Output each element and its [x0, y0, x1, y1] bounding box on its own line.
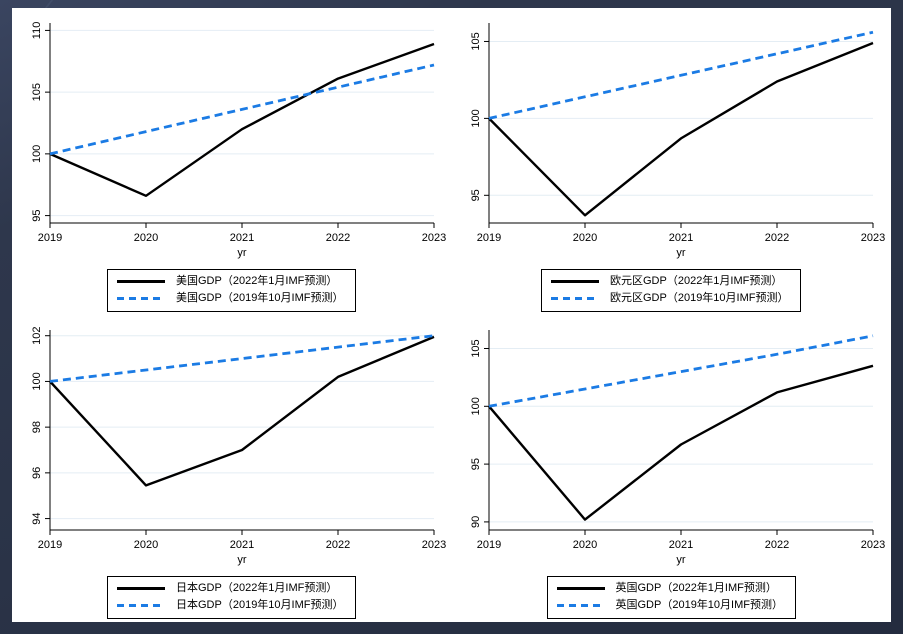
svg-text:2020: 2020 [134, 232, 158, 244]
svg-text:95: 95 [470, 458, 482, 470]
svg-text:98: 98 [31, 421, 43, 433]
legend-label: 日本GDP（2019年10月IMF预测） [176, 599, 344, 611]
svg-text:100: 100 [31, 372, 43, 390]
svg-text:95: 95 [470, 189, 482, 201]
svg-text:105: 105 [470, 339, 482, 357]
svg-text:2020: 2020 [573, 232, 597, 244]
chart-cell-uk-gdp: 90 95 100 105 2019 2020 2021 2022 2023 yr 英国GDP（2… [452, 315, 892, 622]
uk-gdp-line-chart: 90 95 100 105 2019 2020 2021 2022 2023 yr [470, 330, 885, 566]
svg-text:2022: 2022 [326, 539, 350, 551]
legend-dashed-line-sample [117, 297, 165, 300]
legend-uk: 英国GDP（2022年1月IMF预测） 英国GDP（2019年10月IMF预测） [546, 576, 796, 619]
legend-label: 欧元区GDP（2022年1月IMF预测） [610, 275, 783, 287]
legend-dashed-line-sample [551, 297, 599, 300]
svg-text:2023: 2023 [861, 539, 885, 551]
svg-text:yr: yr [677, 554, 687, 566]
legend-row: 美国GDP（2019年10月IMF预测） [117, 292, 343, 305]
svg-text:2021: 2021 [230, 539, 254, 551]
svg-text:2021: 2021 [669, 539, 693, 551]
legend-label: 英国GDP（2022年1月IMF预测） [615, 582, 777, 594]
svg-text:100: 100 [470, 109, 482, 127]
svg-text:2019: 2019 [477, 232, 501, 244]
eurozone-gdp-line-chart: 95 100 105 2019 2020 2021 2022 2023 yr [470, 23, 885, 259]
legend-dashed-line-sample [556, 604, 605, 607]
svg-text:2020: 2020 [573, 539, 597, 551]
svg-text:2023: 2023 [422, 539, 446, 551]
legend-solid-line-sample [556, 587, 605, 590]
legend-row: 英国GDP（2019年10月IMF预测） [556, 599, 783, 612]
legend-label: 英国GDP（2019年10月IMF预测） [615, 599, 783, 611]
legend-row: 欧元区GDP（2022年1月IMF预测） [551, 275, 788, 288]
svg-text:2019: 2019 [38, 539, 62, 551]
svg-text:105: 105 [470, 32, 482, 50]
svg-text:2019: 2019 [477, 539, 501, 551]
svg-text:94: 94 [31, 512, 43, 524]
svg-text:100: 100 [470, 397, 482, 415]
svg-text:2021: 2021 [230, 232, 254, 244]
legend-dashed-line-sample [117, 604, 165, 607]
svg-text:2022: 2022 [326, 232, 350, 244]
legend-label: 美国GDP（2022年1月IMF预测） [176, 275, 338, 287]
svg-text:2022: 2022 [765, 232, 789, 244]
japan-gdp-line-chart: 94 96 98 100 102 2019 2020 2021 2022 2023 yr [31, 327, 446, 566]
svg-text:2020: 2020 [134, 539, 158, 551]
svg-text:2021: 2021 [669, 232, 693, 244]
svg-text:yr: yr [237, 554, 247, 566]
legend-solid-line-sample [117, 280, 165, 283]
legend-row: 美国GDP（2022年1月IMF预测） [117, 275, 343, 288]
legend-solid-line-sample [117, 587, 165, 590]
svg-text:95: 95 [31, 209, 43, 221]
legend-solid-line-sample [551, 280, 599, 283]
legend-row: 欧元区GDP（2019年10月IMF预测） [551, 292, 788, 305]
legend-row: 英国GDP（2022年1月IMF预测） [556, 582, 783, 595]
svg-text:yr: yr [677, 247, 687, 259]
legend-label: 欧元区GDP（2019年10月IMF预测） [610, 292, 789, 304]
chart-cell-us-gdp: 95 100 105 110 2019 2020 2021 2022 2023 yr 美国GDP（… [12, 8, 452, 315]
svg-text:96: 96 [31, 467, 43, 479]
svg-text:105: 105 [31, 83, 43, 101]
chart-canvas: 95 100 105 110 2019 2020 2021 2022 2023 yr 美国GDP（… [12, 8, 891, 622]
svg-text:110: 110 [31, 22, 43, 40]
chart-cell-japan-gdp: 94 96 98 100 102 2019 2020 2021 2022 2023 yr 日本GDP… [12, 315, 452, 622]
legend-eurozone: 欧元区GDP（2022年1月IMF预测） 欧元区GDP（2019年10月IMF预… [541, 269, 802, 312]
legend-row: 日本GDP（2022年1月IMF预测） [117, 582, 343, 595]
legend-label: 日本GDP（2022年1月IMF预测） [176, 582, 338, 594]
legend-row: 日本GDP（2019年10月IMF预测） [117, 599, 343, 612]
svg-text:2023: 2023 [861, 232, 885, 244]
svg-text:100: 100 [31, 145, 43, 163]
legend-label: 美国GDP（2019年10月IMF预测） [176, 292, 344, 304]
svg-text:2022: 2022 [765, 539, 789, 551]
svg-text:yr: yr [237, 247, 247, 259]
svg-text:2023: 2023 [422, 232, 446, 244]
chart-cell-eurozone-gdp: 95 100 105 2019 2020 2021 2022 2023 yr 欧元区GDP（20… [452, 8, 892, 315]
svg-text:90: 90 [470, 516, 482, 528]
svg-text:2019: 2019 [38, 232, 62, 244]
us-gdp-line-chart: 95 100 105 110 2019 2020 2021 2022 2023 yr [31, 22, 446, 259]
svg-text:102: 102 [31, 327, 43, 345]
legend-japan: 日本GDP（2022年1月IMF预测） 日本GDP（2019年10月IMF预测） [107, 576, 357, 619]
legend-us: 美国GDP（2022年1月IMF预测） 美国GDP（2019年10月IMF预测） [107, 269, 357, 312]
